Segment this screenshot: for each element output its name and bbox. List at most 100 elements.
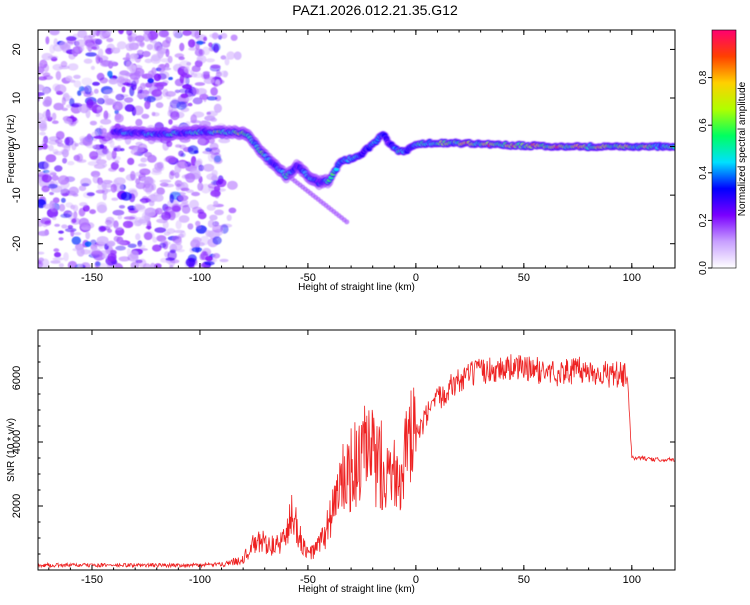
heatmap-cell (133, 151, 144, 156)
heatmap-cell (58, 237, 64, 241)
figure-title: PAZ1.2026.012.21.35.G12 (292, 2, 458, 18)
heatmap-cell (107, 70, 113, 78)
heatmap-cell (179, 60, 191, 70)
heatmap-cell (181, 204, 191, 214)
heatmap-cell (77, 30, 88, 39)
heatmap-cell (97, 48, 104, 57)
heatmap-cell (73, 74, 81, 79)
heatmap-cell (78, 86, 85, 92)
heatmap-cell (124, 104, 135, 112)
heatmap-cell (85, 108, 91, 119)
heatmap-cell (157, 47, 167, 55)
heatmap-cell (38, 264, 43, 268)
heatmap-cell (106, 150, 113, 161)
heatmap-cell (118, 256, 131, 262)
heatmap-cell (42, 110, 52, 120)
heatmap-cell (174, 89, 181, 94)
heatmap-cell (141, 50, 151, 58)
heatmap-cell (144, 151, 153, 158)
x-tick-label: 50 (518, 574, 530, 586)
heatmap-cell (169, 170, 176, 176)
heatmap-cell (77, 90, 82, 96)
heatmap-cell (209, 33, 221, 39)
heatmap-cell (187, 102, 193, 107)
heatmap-cell (153, 73, 162, 82)
heatmap-cell (93, 135, 105, 139)
heatmap-cell (191, 87, 200, 95)
heatmap-cell (96, 106, 102, 110)
heatmap-cell (191, 72, 198, 78)
heatmap-cell (116, 241, 128, 245)
heatmap-cell (191, 65, 201, 73)
heatmap-cell (214, 209, 224, 216)
heatmap-cell (194, 82, 206, 86)
heatmap-cell (139, 82, 146, 90)
heatmap-cell (130, 80, 137, 90)
y-axis-label: SNR (10 * v/v) (6, 418, 17, 482)
heatmap-cell (95, 38, 103, 45)
heatmap-cell (175, 248, 185, 253)
y-tick-label: 10 (11, 92, 23, 104)
heatmap-cell (54, 223, 60, 227)
heatmap-cell (163, 231, 171, 236)
heatmap-cell (188, 39, 196, 48)
heatmap-cell (73, 154, 81, 161)
heatmap-cell (63, 252, 69, 262)
heatmap-cell (116, 76, 125, 83)
heatmap-cell (210, 117, 218, 122)
heatmap-cell (118, 167, 125, 173)
heatmap-cell (51, 112, 57, 121)
heatmap-cell (135, 233, 141, 241)
heatmap-cell (207, 219, 215, 228)
heatmap-cell (115, 93, 125, 101)
heatmap-cell (70, 102, 83, 108)
heatmap-cell (206, 111, 211, 115)
heatmap-cell (105, 30, 113, 35)
y-tick-label: 2000 (11, 494, 23, 518)
heatmap-cell (43, 161, 51, 170)
heatmap-cell (219, 70, 229, 78)
heatmap-cell (55, 131, 65, 140)
heatmap-cell (151, 67, 157, 76)
heatmap-cell (146, 43, 154, 51)
heatmap-cell (42, 223, 48, 228)
heatmap-cell (214, 95, 222, 102)
colorbar-tick-label: 0.4 (698, 165, 709, 179)
heatmap-cell (42, 99, 52, 107)
heatmap-cell (212, 236, 222, 245)
heatmap-cell (118, 205, 126, 209)
heatmap-cell (130, 261, 140, 268)
x-tick-label: -150 (81, 574, 103, 586)
heatmap-cell (98, 240, 105, 250)
heatmap-cell (205, 58, 215, 63)
heatmap-cell (106, 221, 114, 228)
line-chart-frame (37, 329, 676, 571)
heatmap-cell (99, 226, 107, 232)
heatmap-cell (141, 113, 150, 119)
heatmap-cells (38, 30, 675, 268)
heatmap-cell (177, 194, 189, 202)
heatmap-cell (192, 97, 203, 105)
heatmap-cell (145, 82, 153, 88)
heatmap-cell (86, 192, 95, 197)
heatmap-cell (197, 182, 204, 191)
heatmap-cell (134, 217, 143, 226)
heatmap-cell (95, 54, 101, 64)
heatmap-cell (179, 42, 185, 52)
snr-series-line (38, 354, 675, 569)
heatmap-cell (60, 60, 68, 68)
heatmap-cell (118, 30, 124, 35)
heatmap-cell (102, 192, 107, 201)
heatmap-cell (138, 258, 147, 268)
heatmap-cell (150, 262, 156, 268)
heatmap-cell (152, 236, 158, 243)
heatmap-cell (53, 248, 60, 252)
heatmap-cell (155, 207, 163, 215)
heatmap-cell (142, 183, 155, 193)
heatmap-cell (153, 194, 164, 202)
heatmap-cell (144, 207, 157, 217)
colorbar-tick-label: 0.8 (698, 70, 709, 84)
heatmap-cell (100, 118, 112, 125)
x-tick-label: -50 (300, 272, 316, 284)
